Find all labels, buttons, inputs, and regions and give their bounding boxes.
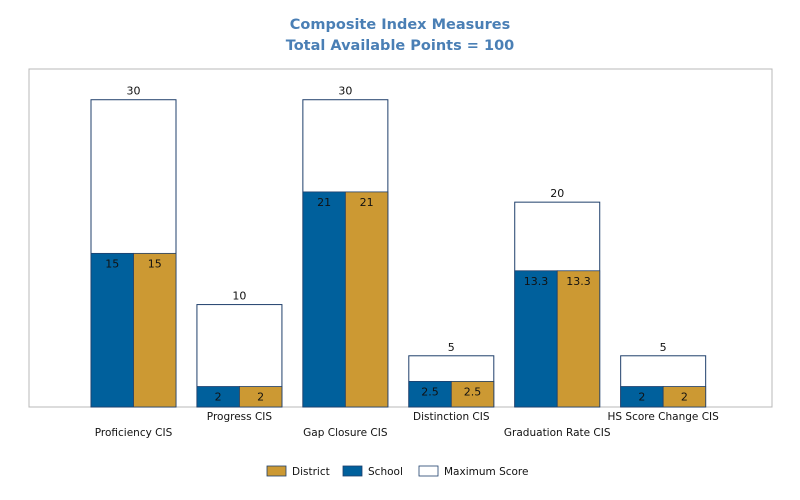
bar-district-gap-closure-cis [344,191,389,408]
legend-swatch-school [342,465,363,477]
label-maximum-proficiency-cis: 30 [127,85,141,98]
label-district-graduation-rate-cis: 13.3 [566,275,591,288]
category-label-distinction-cis: Distinction CIS [413,411,490,423]
legend-label-maximum-score: Maximum Score [444,466,528,478]
label-district-gap-closure-cis: 21 [360,196,374,209]
bar-district-proficiency-cis [133,252,177,408]
label-school-progress-cis: 2 [215,391,222,404]
bar-district-progress-cis [239,386,283,408]
label-maximum-gap-closure-cis: 30 [338,85,352,98]
bar-district-hs-score-change-cis [662,386,707,408]
label-maximum-progress-cis: 10 [232,290,246,303]
bar-school-distinction-cis [408,380,452,408]
plot-area-frame [28,68,773,408]
labels-layer: 30 15 15 Proficiency CIS 10 2 2 Progress CIS 30 2… [95,85,719,439]
label-district-distinction-cis: 2.5 [464,385,482,398]
legend-label-school: School [368,466,403,478]
chart-title: Composite Index Measures [290,17,510,33]
label-maximum-graduation-rate-cis: 20 [550,187,564,200]
label-school-hs-score-change-cis: 2 [638,391,645,404]
legend: District School Maximum Score [266,465,528,478]
bar-school-proficiency-cis [90,252,134,408]
category-label-proficiency-cis: Proficiency CIS [95,427,173,439]
label-maximum-distinction-cis: 5 [448,341,455,354]
label-school-proficiency-cis: 15 [105,257,119,270]
bars-layer [90,99,707,408]
label-school-distinction-cis: 2.5 [421,385,439,398]
category-label-graduation-rate-cis: Graduation Rate CIS [504,427,611,439]
category-label-gap-closure-cis: Gap Closure CIS [303,427,388,439]
label-school-graduation-rate-cis: 13.3 [524,275,549,288]
label-maximum-hs-score-change-cis: 5 [660,341,667,354]
category-label-progress-cis: Progress CIS [207,411,273,423]
label-school-gap-closure-cis: 21 [317,196,331,209]
legend-swatch-district [266,465,287,477]
chart-subtitle: Total Available Points = 100 [286,38,515,54]
label-district-proficiency-cis: 15 [148,257,162,270]
bar-school-graduation-rate-cis [514,270,558,408]
bar-district-distinction-cis [450,380,495,408]
category-label-hs-score-change-cis: HS Score Change CIS [608,411,720,423]
legend-swatch-maximum-score [418,465,439,477]
bar-school-gap-closure-cis [302,191,346,408]
label-district-progress-cis: 2 [257,391,264,404]
label-district-hs-score-change-cis: 2 [681,391,688,404]
bar-district-graduation-rate-cis [556,270,601,408]
legend-label-district: District [292,466,330,478]
